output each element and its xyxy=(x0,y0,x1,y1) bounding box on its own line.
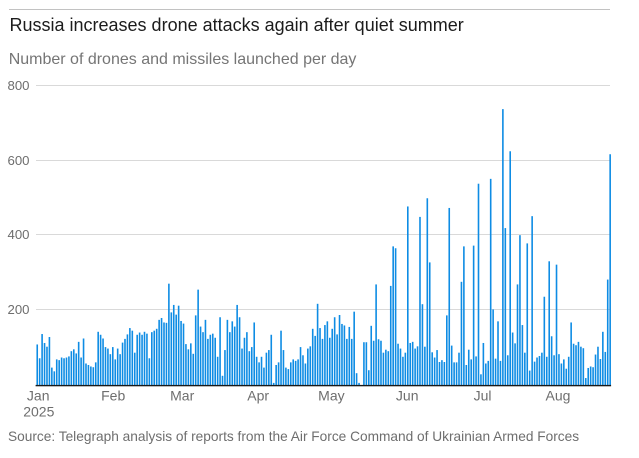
svg-text:800: 800 xyxy=(7,78,29,93)
svg-text:Feb: Feb xyxy=(101,388,125,404)
svg-text:200: 200 xyxy=(7,302,29,317)
svg-text:600: 600 xyxy=(7,153,29,168)
svg-text:Jun: Jun xyxy=(396,388,419,404)
svg-text:400: 400 xyxy=(7,227,29,242)
svg-text:Mar: Mar xyxy=(170,388,194,404)
svg-text:Aug: Aug xyxy=(546,388,571,404)
svg-text:May: May xyxy=(318,388,344,404)
svg-text:Jul: Jul xyxy=(474,388,492,404)
svg-text:2025: 2025 xyxy=(23,404,54,420)
svg-text:Jan: Jan xyxy=(27,388,50,404)
svg-text:Apr: Apr xyxy=(247,388,269,404)
